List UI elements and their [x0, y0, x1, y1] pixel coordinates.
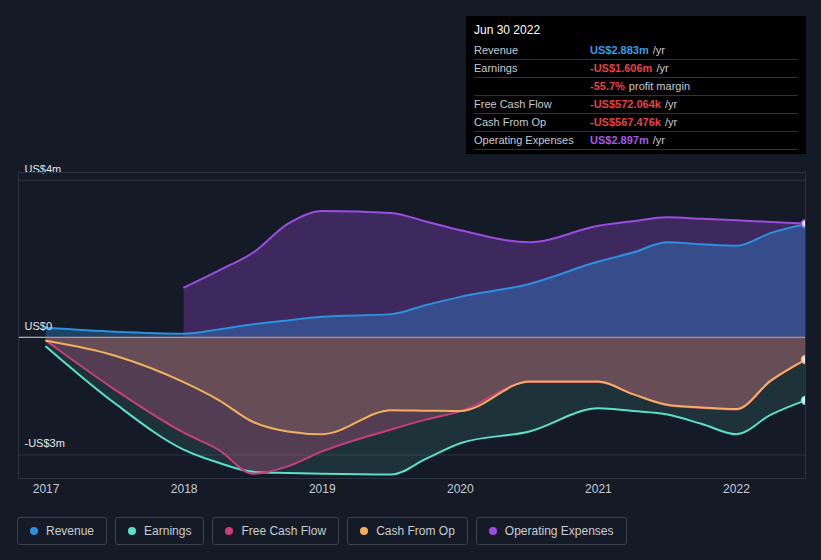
html-text:Cash From Op: Cash From Op — [376, 524, 455, 538]
html-text:-US$572.064k /yr: -US$572.064k /yr — [590, 98, 678, 110]
html-text:Revenue: Revenue — [474, 44, 518, 56]
html-text:Free Cash Flow: Free Cash Flow — [241, 524, 327, 538]
svg-text:US$0: US$0 — [25, 320, 53, 332]
html-text:Free Cash Flow: Free Cash Flow — [474, 98, 552, 110]
svg-text:2021: 2021 — [585, 482, 612, 496]
html-text:Revenue: Revenue — [46, 524, 94, 538]
html-text:Jun 30 2022: Jun 30 2022 — [474, 23, 541, 37]
svg-text:2020: 2020 — [447, 482, 474, 496]
html-text:Operating Expenses: Operating Expenses — [504, 524, 614, 538]
html-text:Earnings: Earnings — [474, 62, 518, 74]
html-text:Operating Expenses: Operating Expenses — [474, 134, 574, 146]
svg-text:2018: 2018 — [171, 482, 198, 496]
html-text:-US$1.606m /yr: -US$1.606m /yr — [590, 62, 669, 74]
svg-text:2022: 2022 — [723, 482, 750, 496]
html-text:US$2.883m /yr: US$2.883m /yr — [590, 44, 665, 56]
html-text:-US$567.476k /yr: -US$567.476k /yr — [590, 116, 678, 128]
html-text:US$2.897m /yr: US$2.897m /yr — [590, 134, 665, 146]
svg-text:-US$3m: -US$3m — [25, 437, 65, 449]
html-text:-55.7% profit margin: -55.7% profit margin — [590, 80, 690, 92]
html-text:Earnings: Earnings — [144, 524, 192, 538]
svg-text:US$4m: US$4m — [25, 163, 62, 175]
html-text:Cash From Op: Cash From Op — [474, 116, 547, 128]
svg-text:2019: 2019 — [309, 482, 336, 496]
svg-text:2017: 2017 — [33, 482, 60, 496]
